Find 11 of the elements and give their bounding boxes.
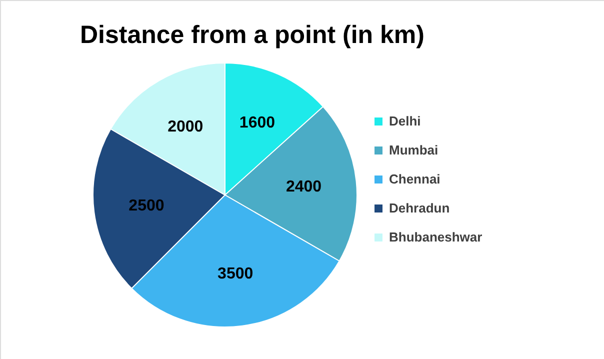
chart-title: Distance from a point (in km) <box>80 21 424 49</box>
legend-label: Mumbai <box>389 142 438 158</box>
legend-label: Dehradun <box>389 200 450 216</box>
legend-label: Bhubaneshwar <box>389 230 482 244</box>
legend-label: Chennai <box>389 172 440 186</box>
data-label: 2000 <box>168 118 204 136</box>
legend-label: Delhi <box>389 114 421 128</box>
data-label: 2400 <box>286 178 322 196</box>
data-label: 2500 <box>128 197 164 214</box>
data-label: 1600 <box>239 114 276 132</box>
data-label: 3500 <box>218 266 254 283</box>
